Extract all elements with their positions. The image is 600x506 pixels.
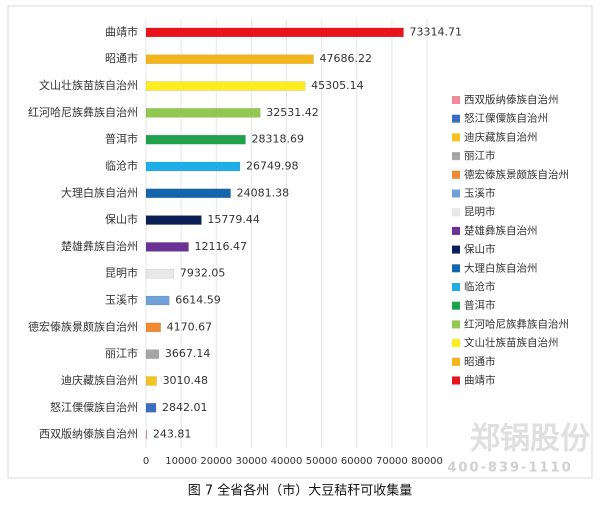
- legend-swatch: [452, 301, 460, 310]
- x-tick-label: 30000: [235, 456, 267, 467]
- legend-swatch: [452, 114, 460, 123]
- legend-label: 怒江傈僳族自治州: [464, 112, 548, 125]
- y-tick-label: 昭通市: [105, 51, 138, 65]
- legend-label: 红河哈尼族彝族自治州: [464, 317, 569, 330]
- bar: [145, 215, 202, 225]
- x-tick-label: 50000: [306, 456, 338, 467]
- legend-label: 玉溪市: [464, 187, 496, 200]
- value-label: 47686.22: [319, 52, 372, 65]
- legend-swatch: [452, 133, 460, 142]
- x-tick-label: 40000: [271, 456, 303, 467]
- value-label: 28318.69: [251, 133, 304, 146]
- legend-swatch: [452, 96, 460, 104]
- legend-label: 大理白族自治州: [464, 261, 538, 274]
- y-tick-label: 昆明市: [105, 266, 138, 280]
- y-tick-label: 临沧市: [105, 158, 138, 172]
- legend-swatch: [452, 264, 460, 273]
- caption: 图 7 全省各州（市）大豆秸秆可收集量: [188, 483, 413, 499]
- y-tick-label: 普洱市: [105, 132, 138, 146]
- legend-swatch: [452, 339, 460, 348]
- value-label: 7932.05: [180, 267, 226, 280]
- watermark-name: 郑锅股份: [470, 422, 590, 457]
- legend-label: 临沧市: [464, 280, 496, 293]
- value-label: 26749.98: [246, 159, 298, 172]
- bar: [145, 108, 261, 118]
- bar: [145, 27, 404, 38]
- value-label: 6614.59: [175, 294, 221, 307]
- value-label: 243.81: [153, 428, 192, 441]
- x-tick-label: 60000: [341, 456, 373, 467]
- x-tick-label: 10000: [165, 456, 197, 467]
- value-label: 3667.14: [165, 347, 211, 360]
- legend-label: 保山市: [464, 243, 496, 256]
- legend-label: 德宏傣族景颇族自治州: [464, 168, 569, 181]
- bar: [145, 161, 241, 172]
- legend-swatch: [452, 283, 460, 291]
- value-label: 45305.14: [311, 79, 364, 92]
- value-label: 2842.01: [162, 401, 208, 414]
- plot: 0 10000 20000 30000 40000 50000 60000 70000 8000…: [28, 19, 569, 467]
- y-tick-label: 德宏傣族景颇族自治州: [28, 319, 138, 333]
- value-label: 24081.38: [237, 186, 290, 199]
- y-tick-label: 迪庆藏族自治州: [61, 373, 138, 387]
- bar: [145, 188, 231, 199]
- value-label: 3010.48: [163, 374, 209, 387]
- legend-label: 昭通市: [464, 355, 496, 368]
- value-label: 4170.67: [167, 320, 213, 333]
- legend-swatch: [452, 357, 460, 366]
- y-tick-label: 大理白族自治州: [61, 185, 138, 199]
- legend-label: 丽江市: [464, 149, 496, 162]
- value-label: 15779.44: [207, 213, 260, 226]
- y-tick-label: 丽江市: [105, 346, 138, 360]
- bar: [145, 54, 314, 64]
- y-tick-label: 文山壮族苗族自治州: [39, 78, 138, 92]
- legend-swatch: [452, 376, 460, 385]
- bar: [145, 81, 306, 91]
- legend-label: 楚雄彝族自治州: [464, 224, 538, 237]
- y-tick-label: 楚雄彝族自治州: [61, 239, 138, 253]
- legend-label: 西双版纳傣族自治州: [464, 93, 559, 106]
- legend-label: 曲靖市: [464, 374, 496, 387]
- bar: [145, 322, 161, 333]
- legend-label: 文山壮族苗族自治州: [464, 336, 559, 349]
- legend-swatch: [452, 245, 460, 254]
- bar: [145, 295, 170, 306]
- value-label: 12116.47: [195, 240, 248, 253]
- chart-frame: [7, 5, 593, 479]
- legend-swatch: [452, 208, 460, 217]
- bar: [145, 376, 157, 386]
- bar: [145, 134, 246, 145]
- legend-label: 普洱市: [464, 299, 496, 312]
- legend-swatch: [452, 152, 460, 161]
- bar: [145, 349, 160, 359]
- x-tick-label: 0: [143, 456, 149, 467]
- y-tick-label: 怒江傈僳族自治州: [50, 400, 138, 414]
- bar: [145, 242, 189, 252]
- legend-label: 昆明市: [464, 205, 496, 218]
- y-tick-label: 红河哈尼族彝族自治州: [28, 105, 138, 119]
- x-tick-label: 80000: [411, 456, 443, 467]
- legend-label: 迪庆藏族自治州: [464, 130, 538, 143]
- watermark-phone: 400-839-1110: [447, 461, 572, 476]
- value-label: 32531.42: [266, 106, 319, 119]
- y-tick-label: 西双版纳傣族自治州: [39, 427, 138, 441]
- legend-swatch: [452, 189, 460, 198]
- bar: [145, 429, 148, 440]
- y-tick-label: 玉溪市: [105, 293, 138, 307]
- legend-swatch: [452, 170, 460, 179]
- legend-swatch: [452, 226, 460, 235]
- value-label: 73314.71: [410, 25, 463, 38]
- x-tick-label: 20000: [200, 456, 232, 467]
- bar: [145, 268, 175, 279]
- legend-swatch: [452, 320, 460, 329]
- y-tick-label: 保山市: [105, 212, 138, 226]
- bar: [145, 403, 157, 413]
- y-tick-label: 曲靖市: [105, 24, 138, 38]
- x-tick-label: 70000: [376, 456, 408, 467]
